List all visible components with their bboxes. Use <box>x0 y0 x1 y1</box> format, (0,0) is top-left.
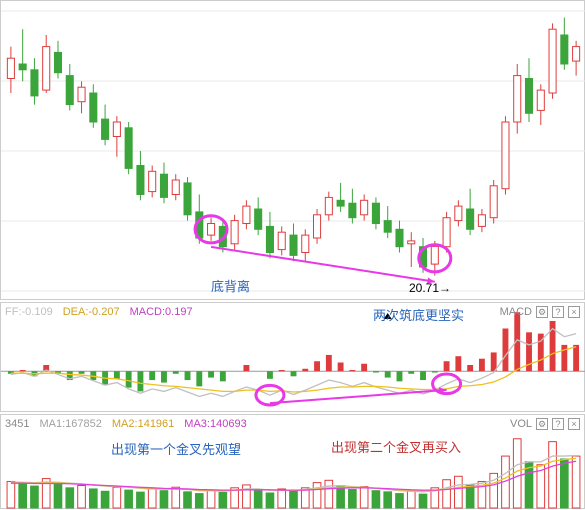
close-icon[interactable]: × <box>568 306 580 318</box>
settings-icon[interactable]: ⚙ <box>536 418 548 430</box>
settings-icon[interactable]: ⚙ <box>536 306 548 318</box>
close-icon[interactable]: × <box>568 418 580 430</box>
help-icon[interactable]: ? <box>552 306 564 318</box>
macd-title: MACD <box>500 306 532 318</box>
macd-header: FF:-0.109 DEA:-0.207 MACD:0.197 MACD ⚙ ?… <box>5 305 580 319</box>
vol-header: 3451 MA1:167852 MA2:141961 MA3:140693 VO… <box>5 417 580 431</box>
macd-panel: FF:-0.109 DEA:-0.207 MACD:0.197 MACD ⚙ ?… <box>0 302 585 412</box>
candlestick-chart <box>1 1 585 301</box>
macd-chart <box>1 303 585 413</box>
volume-panel: 3451 MA1:167852 MA2:141961 MA3:140693 VO… <box>0 414 585 509</box>
candlestick-panel: 底背离 20.71→ <box>0 0 585 300</box>
help-icon[interactable]: ? <box>552 418 564 430</box>
vol-title: VOL <box>510 418 532 430</box>
